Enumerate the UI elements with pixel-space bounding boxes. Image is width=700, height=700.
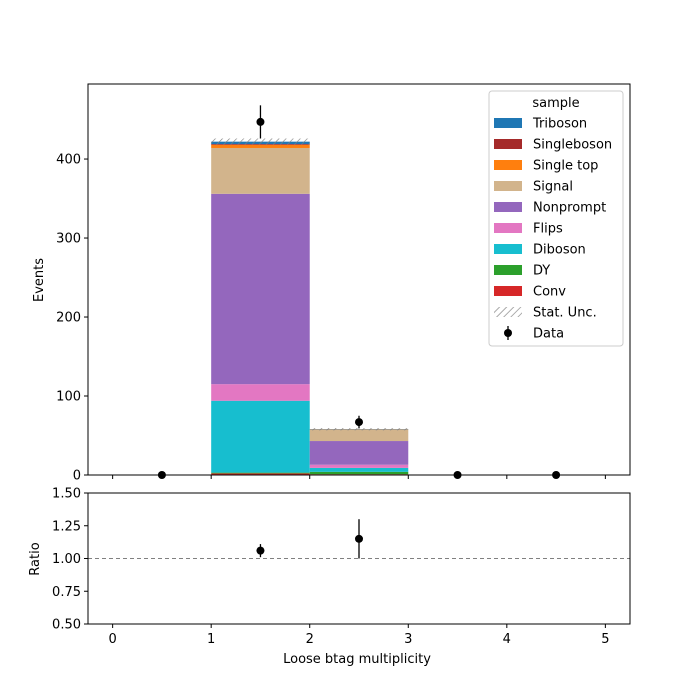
bar-flips-bin-2 bbox=[309, 464, 409, 468]
bar-single-top-bin-1 bbox=[211, 144, 310, 148]
bar-dy-bin-2 bbox=[309, 471, 409, 475]
bar-flips-bin-1 bbox=[211, 384, 310, 401]
stat-unc-bands bbox=[211, 138, 409, 431]
ratio-y-ticks: 0.50 0.75 1.00 1.25 1.50 bbox=[52, 487, 88, 633]
ratio-y-tick-label-1.50: 1.50 bbox=[52, 487, 81, 502]
stacked-histogram bbox=[211, 141, 409, 475]
stat-unc-band-bin-2 bbox=[309, 428, 409, 431]
legend-label-flips: Flips bbox=[533, 222, 563, 237]
legend-frame bbox=[488, 90, 624, 347]
stat-unc-band-bin-1 bbox=[211, 138, 310, 145]
x-tick-label-3: 3 bbox=[404, 632, 412, 647]
main-y-tick-label-300: 300 bbox=[56, 232, 81, 247]
legend: sample Triboson Singleboson Single top Sign… bbox=[488, 90, 624, 347]
x-tick-label-2: 2 bbox=[306, 632, 314, 647]
ratio-points bbox=[256, 519, 363, 559]
legend-swatch-singleboson bbox=[494, 139, 522, 149]
legend-label-stat-unc-: Stat. Unc. bbox=[533, 306, 597, 321]
ratio-y-tick-label-0.75: 0.75 bbox=[52, 585, 81, 600]
ratio-point-1 bbox=[355, 534, 363, 543]
main-x-ticks bbox=[112, 475, 606, 479]
x-tick-label-5: 5 bbox=[601, 632, 609, 647]
bar-diboson-bin-1 bbox=[211, 400, 310, 473]
ratio-y-tick-label-1.25: 1.25 bbox=[52, 519, 81, 534]
legend-label-signal: Signal bbox=[533, 180, 573, 195]
x-axis-label: Loose btag multiplicity bbox=[283, 652, 431, 667]
legend-swatch-diboson bbox=[494, 244, 522, 254]
legend-swatch-conv bbox=[494, 286, 522, 296]
main-y-ticks: 0 100 200 300 400 bbox=[56, 153, 88, 484]
x-tick-label-4: 4 bbox=[503, 632, 511, 647]
legend-items: Triboson Singleboson Single top Signal Nonpr… bbox=[494, 117, 612, 342]
main-y-tick-label-0: 0 bbox=[73, 469, 81, 484]
x-tick-label-0: 0 bbox=[108, 632, 116, 647]
ratio-point-0 bbox=[256, 546, 265, 555]
legend-marker-data bbox=[504, 329, 512, 337]
main-y-axis-label: Events bbox=[32, 258, 47, 302]
ratio-y-tick-label-1.00: 1.00 bbox=[52, 552, 81, 567]
legend-label-diboson: Diboson bbox=[533, 243, 586, 258]
ratio-x-ticks: 0 1 2 3 4 5 bbox=[108, 624, 610, 647]
legend-label-data: Data bbox=[533, 327, 564, 342]
legend-label-singleboson: Singleboson bbox=[533, 138, 612, 153]
bar-nonprompt-bin-2 bbox=[309, 441, 409, 465]
legend-label-single-top: Single top bbox=[533, 159, 598, 174]
bar-signal-bin-1 bbox=[211, 147, 310, 194]
legend-label-conv: Conv bbox=[533, 285, 566, 300]
legend-title: sample bbox=[532, 96, 579, 111]
data-point-2 bbox=[355, 418, 363, 427]
bar-nonprompt-bin-1 bbox=[211, 193, 310, 385]
legend-swatch-nonprompt bbox=[494, 202, 522, 212]
main-y-tick-label-400: 400 bbox=[56, 153, 81, 168]
data-point-1 bbox=[256, 117, 265, 126]
legend-label-nonprompt: Nonprompt bbox=[533, 201, 606, 216]
legend-swatch-single-top bbox=[494, 160, 522, 170]
main-y-tick-label-100: 100 bbox=[56, 390, 81, 405]
legend-swatch-stat-unc- bbox=[494, 307, 522, 317]
legend-swatch-flips bbox=[494, 223, 522, 233]
legend-swatch-triboson bbox=[494, 118, 522, 128]
main-y-tick-label-200: 200 bbox=[56, 311, 81, 326]
legend-swatch-dy bbox=[494, 265, 522, 275]
bar-dy-bin-1 bbox=[211, 472, 310, 474]
legend-label-triboson: Triboson bbox=[532, 117, 587, 132]
legend-label-dy: DY bbox=[533, 264, 550, 279]
main-panel: 0 100 200 300 400 Events sample Triboson Sing… bbox=[32, 83, 631, 484]
bar-conv-bin-1 bbox=[211, 473, 310, 475]
bar-diboson-bin-2 bbox=[309, 467, 409, 472]
ratio-y-tick-label-0.50: 0.50 bbox=[52, 618, 81, 633]
ratio-panel: 0.50 0.75 1.00 1.25 1.50 0 1 2 3 4 5 Ratio Loose … bbox=[28, 487, 631, 667]
x-tick-label-1: 1 bbox=[207, 632, 215, 647]
ratio-y-axis-label: Ratio bbox=[28, 542, 43, 575]
bar-signal-bin-2 bbox=[309, 429, 409, 442]
legend-swatch-signal bbox=[494, 181, 522, 191]
main-plot-frame bbox=[87, 83, 631, 476]
